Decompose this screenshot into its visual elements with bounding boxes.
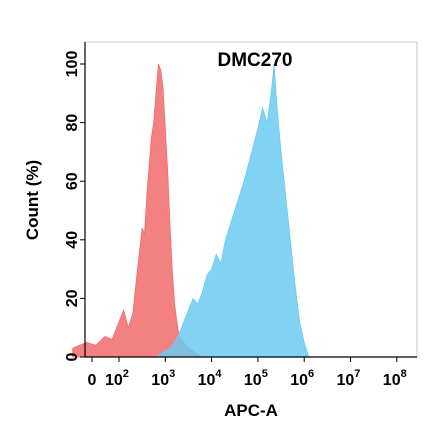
- y-tick-group: 0 20 40 60 80 100: [64, 51, 85, 361]
- histogram-series-group: [72, 63, 310, 358]
- y-tick-label: 40: [64, 231, 81, 249]
- histogram-series-2: [154, 63, 310, 358]
- chart-title: DMC270: [218, 50, 293, 71]
- y-tick-label: 60: [64, 172, 81, 190]
- x-tick-label: 108: [383, 368, 407, 389]
- x-tick-label: 0: [88, 372, 97, 389]
- x-axis-label: APC-A: [224, 401, 278, 420]
- y-tick-label: 0: [64, 352, 81, 361]
- y-tick-label: 100: [64, 51, 81, 78]
- x-tick-label: 106: [290, 368, 314, 389]
- histogram-series-1: [72, 63, 204, 358]
- x-tick-label: 104: [198, 368, 223, 389]
- y-axis-label: Count (%): [23, 160, 42, 240]
- x-tick-label: 105: [244, 368, 268, 389]
- x-tick-group: 0 102 103 104 105 106 107 108: [88, 357, 407, 389]
- y-tick-label: 20: [64, 289, 81, 307]
- x-tick-label: 102: [105, 368, 129, 389]
- x-tick-label: 107: [337, 368, 361, 389]
- x-tick-label: 103: [151, 368, 175, 389]
- y-tick-label: 80: [64, 114, 81, 132]
